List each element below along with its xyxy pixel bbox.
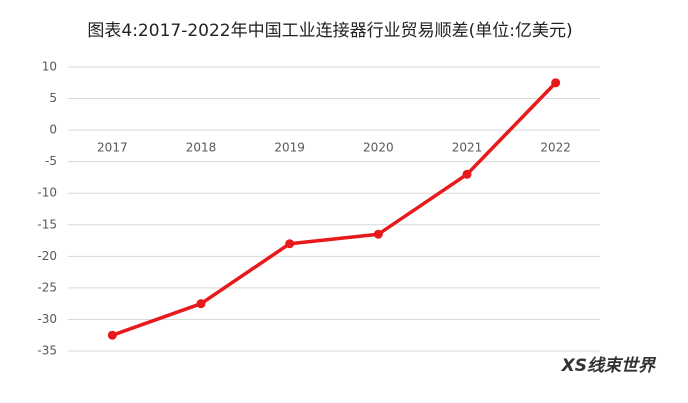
x-tick-label: 2018	[186, 141, 217, 155]
data-point	[107, 330, 117, 340]
data-point	[462, 169, 472, 179]
y-tick-label: -5	[45, 154, 57, 168]
data-point	[551, 78, 561, 88]
y-tick-label: -30	[37, 312, 57, 326]
y-tick-label: -25	[37, 280, 57, 294]
chart-title: 图表4:2017-2022年中国工业连接器行业贸易顺差(单位:亿美元)	[87, 21, 572, 41]
x-tick-label: 2019	[274, 141, 305, 155]
x-tick-label: 2022	[540, 141, 571, 155]
y-tick-label: 5	[49, 91, 57, 105]
data-point	[285, 239, 295, 249]
data-point	[373, 229, 383, 239]
x-tick-label: 2020	[363, 141, 394, 155]
y-tick-label: -20	[37, 249, 57, 263]
x-tick-label: 2017	[97, 141, 128, 155]
y-tick-label: -10	[37, 186, 57, 200]
y-tick-label: 10	[42, 60, 57, 74]
y-tick-label: 0	[49, 123, 57, 137]
data-line	[111, 81, 557, 337]
y-tick-label: -35	[37, 344, 57, 358]
x-tick-label: 2021	[452, 141, 483, 155]
data-point	[196, 299, 206, 309]
watermark: XS线束世界	[561, 356, 657, 376]
y-tick-label: -15	[37, 217, 57, 231]
